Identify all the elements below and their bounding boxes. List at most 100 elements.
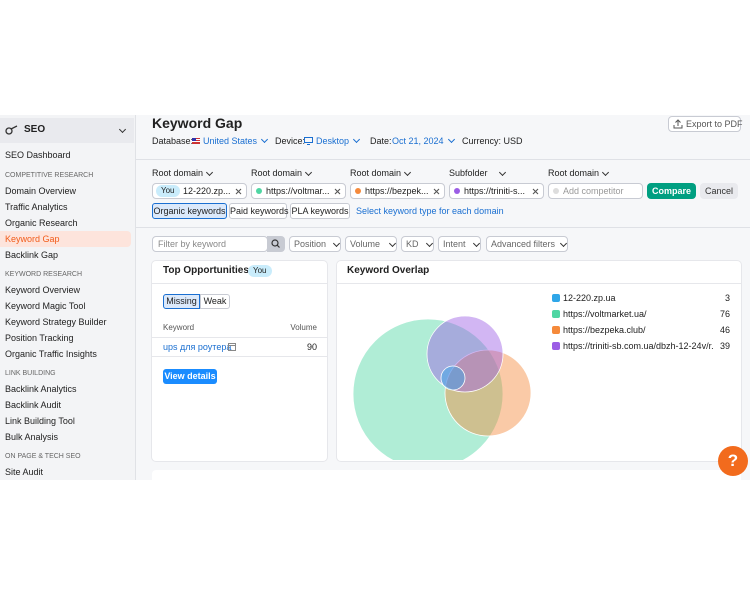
domain-input[interactable]	[350, 183, 445, 199]
device-text: Desktop	[316, 136, 350, 146]
sidebar-item[interactable]: Site Audit	[5, 467, 44, 477]
legend-checkbox[interactable]	[552, 310, 560, 318]
export-button[interactable]	[668, 116, 741, 132]
domain-input[interactable]	[548, 183, 643, 199]
domain-dot	[256, 188, 262, 194]
filter-dropdown[interactable]	[401, 236, 434, 252]
legend-checkbox[interactable]	[552, 342, 560, 350]
sidebar-heading: ON PAGE & TECH SEO	[5, 453, 81, 460]
chevron	[260, 135, 269, 144]
divider	[152, 283, 327, 284]
toggle-active[interactable]: Missing	[163, 294, 200, 309]
divider	[136, 227, 750, 228]
column-header: Volume	[290, 323, 317, 332]
chevron	[352, 135, 361, 144]
domain-type[interactable]: Root domain	[548, 168, 600, 178]
sidebar-item[interactable]: SEO Dashboard	[5, 150, 71, 160]
legend-label: 12-220.zp.ua	[563, 293, 616, 303]
database-label: Database:	[152, 136, 194, 146]
domain-type[interactable]: Subfolder	[449, 168, 488, 178]
legend-label: https://voltmarket.ua/	[563, 309, 647, 319]
sidebar-item[interactable]: Domain Overview	[5, 186, 77, 196]
keyword-type-tab[interactable]: Organic keywords	[152, 203, 227, 219]
card-title: Keyword Overlap	[347, 265, 430, 276]
active-highlight	[0, 231, 131, 247]
clear-icon[interactable]	[532, 188, 539, 195]
filter-dropdown[interactable]	[486, 236, 568, 252]
legend-value: 46	[719, 325, 730, 335]
sidebar-item[interactable]: Keyword Strategy Builder	[5, 317, 107, 327]
date-text: Oct 21, 2024	[392, 136, 444, 146]
sidebar-item[interactable]: Backlink Analytics	[5, 384, 77, 394]
filter-label: Position	[294, 239, 327, 249]
export-icon	[673, 119, 683, 129]
clear-icon[interactable]	[235, 188, 242, 195]
keyword-link[interactable]: ups для роутера	[163, 342, 232, 352]
domain-type[interactable]: Root domain	[152, 168, 204, 178]
venn-circle[interactable]	[352, 318, 504, 460]
card	[152, 470, 741, 480]
sidebar-item[interactable]: Keyword Magic Tool	[5, 301, 86, 311]
filter-dropdown[interactable]	[345, 236, 397, 252]
desktop-icon	[304, 137, 313, 145]
clear-icon[interactable]	[433, 188, 440, 195]
filter-label: Volume	[350, 239, 381, 249]
database-text: United States	[203, 136, 258, 146]
domain-dot	[454, 188, 460, 194]
sidebar-item[interactable]: Organic Research	[5, 218, 78, 228]
filter-dropdown[interactable]	[438, 236, 481, 252]
seo-icon	[5, 125, 18, 135]
keyword-type-tab[interactable]: PLA keywords	[290, 203, 350, 219]
domain-value: 12-220.zp...	[183, 186, 231, 196]
clear-icon[interactable]	[334, 188, 341, 195]
venn-circle[interactable]	[444, 349, 532, 437]
help-button[interactable]: ?	[718, 446, 748, 476]
venn-circle[interactable]	[426, 315, 504, 393]
sidebar-item[interactable]: Organic Traffic Insights	[5, 349, 97, 359]
divider	[136, 159, 750, 160]
legend-checkbox[interactable]	[552, 326, 560, 334]
sidebar-item[interactable]: Backlink Audit	[5, 400, 62, 410]
domain-placeholder: Add competitor	[563, 186, 624, 196]
badge: You	[248, 265, 272, 277]
legend-checkbox[interactable]	[552, 294, 560, 302]
sidebar-section[interactable]	[0, 118, 134, 143]
domain-type[interactable]: Root domain	[350, 168, 402, 178]
legend-label: https://triniti-sb.com.ua/dbzh-12-24v/r.…	[563, 341, 713, 351]
filter-placeholder: Filter by keyword	[158, 239, 227, 249]
venn-circle[interactable]	[440, 365, 466, 391]
sidebar	[0, 115, 136, 480]
compare-button[interactable]: Compare	[647, 183, 696, 199]
device-value[interactable]: Desktop	[316, 134, 361, 148]
database-value[interactable]: United States	[203, 134, 269, 148]
sidebar-item[interactable]: Traffic Analytics	[5, 202, 68, 212]
tabs-link[interactable]: Select keyword type for each domain	[356, 206, 504, 216]
date-value[interactable]: Oct 21, 2024	[392, 134, 455, 148]
page-title: Keyword Gap	[152, 115, 243, 131]
sidebar-item[interactable]: Position Tracking	[5, 333, 74, 343]
card	[337, 261, 741, 461]
filter-dropdown[interactable]	[289, 236, 341, 252]
cancel-button[interactable]: Cancel	[700, 183, 738, 199]
sidebar-item[interactable]: Link Building Tool	[5, 416, 75, 426]
sidebar-heading: COMPETITIVE RESEARCH	[5, 172, 94, 179]
badge: You	[156, 185, 180, 197]
domain-value: https://bezpek...	[365, 186, 429, 196]
sidebar-item[interactable]: Keyword Gap	[5, 234, 60, 244]
domain-dot	[355, 188, 361, 194]
sidebar-item[interactable]: Bulk Analysis	[5, 432, 59, 442]
domain-value: https://voltmar...	[266, 186, 330, 196]
domain-input[interactable]	[251, 183, 346, 199]
domain-input[interactable]	[449, 183, 544, 199]
view-details-button[interactable]: View details	[163, 369, 217, 384]
toggle[interactable]: Weak	[200, 294, 230, 309]
sidebar-item[interactable]: Keyword Overview	[5, 285, 81, 295]
domain-type[interactable]: Root domain	[251, 168, 303, 178]
divider	[337, 283, 741, 284]
serp-icon	[228, 343, 236, 351]
search-button[interactable]	[267, 236, 285, 252]
sidebar-item[interactable]: Backlink Gap	[5, 250, 59, 260]
card-title: Top Opportunities	[163, 265, 249, 276]
keyword-type-tab[interactable]: Paid keywords	[229, 203, 289, 219]
